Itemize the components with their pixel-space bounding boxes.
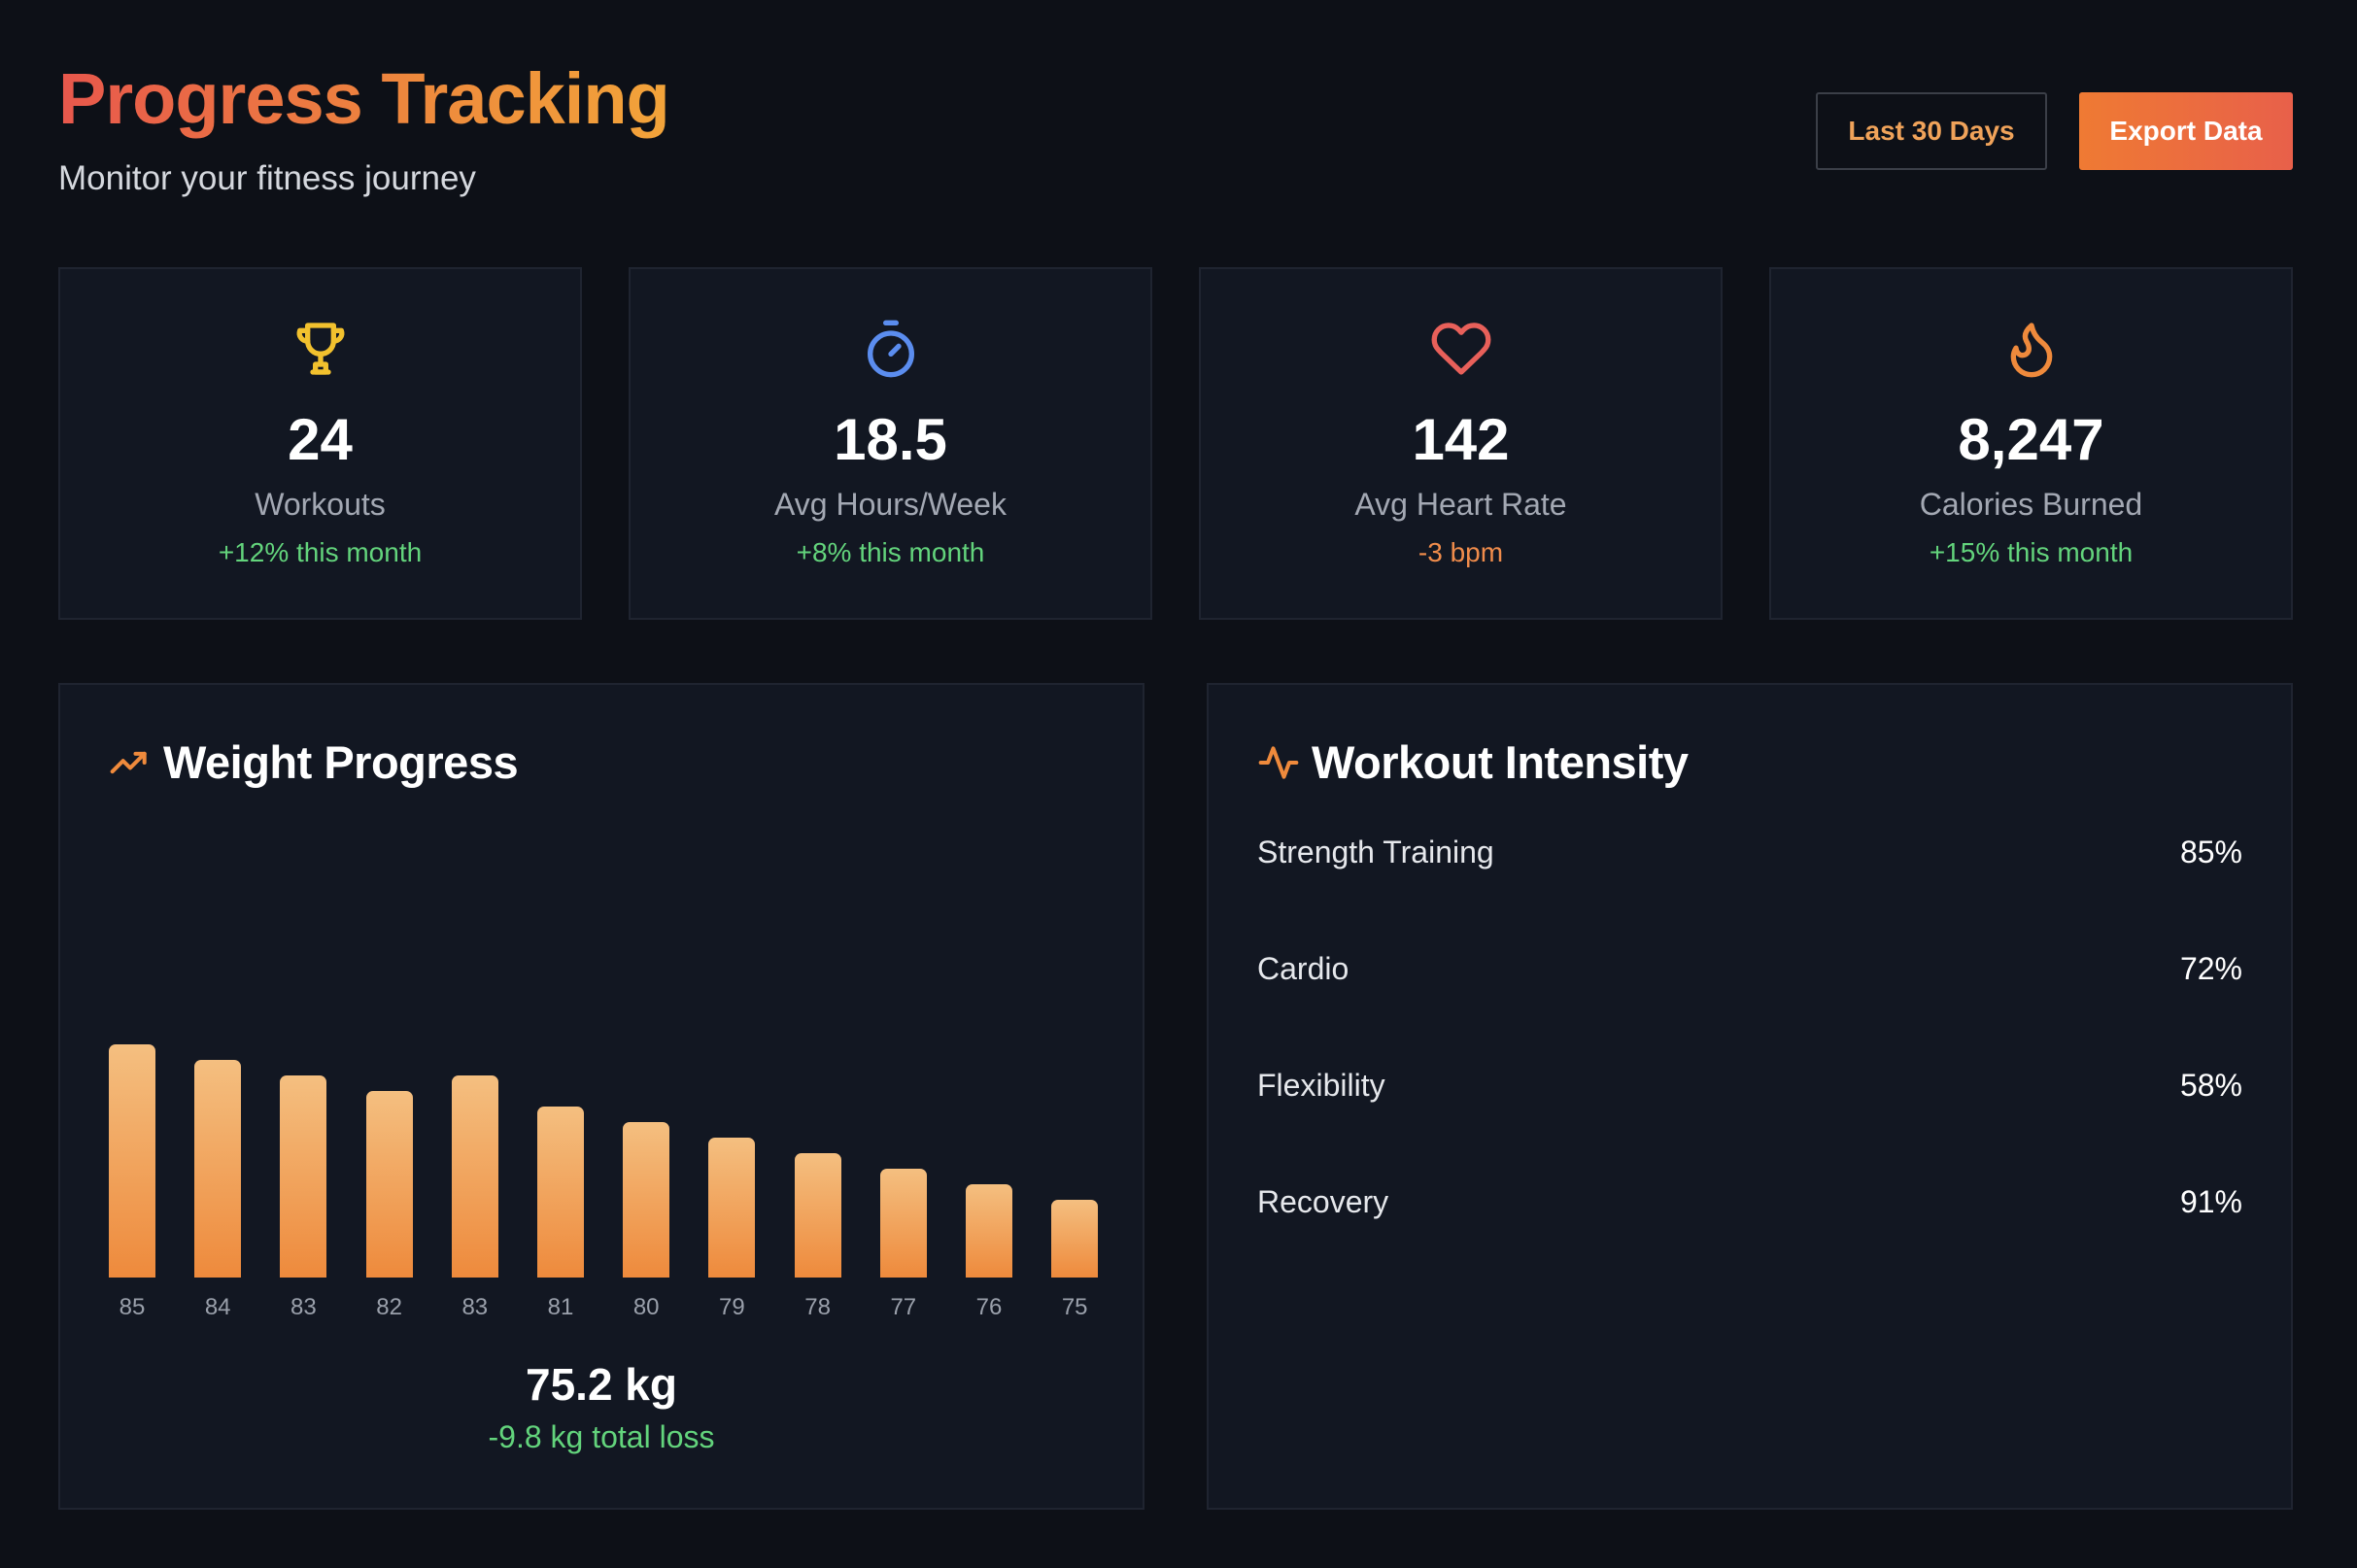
stat-value: 18.5	[834, 407, 947, 472]
export-data-button[interactable]: Export Data	[2079, 92, 2293, 170]
trophy-icon	[296, 323, 344, 375]
intensity-row-cardio: Cardio 72%	[1257, 947, 2242, 990]
weight-bar	[623, 1122, 670, 1278]
weight-bar	[966, 1184, 1012, 1278]
flame-icon	[2010, 323, 2052, 378]
weight-bar-label: 85	[119, 1294, 146, 1320]
weight-progress-panel: Weight Progress 85 84 83 82 83 81 80 79 78 77 76 75…	[58, 683, 1144, 1510]
weight-bar-label: 80	[632, 1294, 660, 1320]
weight-progress-title: Weight Progress	[163, 736, 519, 788]
weight-bar	[194, 1060, 242, 1278]
stat-card-workouts: 24 Workouts +12% this month	[58, 267, 582, 620]
stat-value: 142	[1412, 407, 1510, 472]
weight-bar-label: 75	[1061, 1294, 1088, 1320]
current-weight: 75.2 kg	[526, 1359, 677, 1410]
weight-bar-label: 81	[547, 1294, 574, 1320]
stat-card-calories: 8,247 Calories Burned +15% this month	[1769, 267, 2293, 620]
weight-bar-label: 84	[204, 1294, 231, 1320]
page-title: Progress Tracking	[58, 52, 670, 146]
weight-bar	[537, 1107, 584, 1278]
stat-change: +8% this month	[796, 537, 985, 567]
weight-bar-label: 82	[376, 1294, 402, 1320]
intensity-name: Flexibility	[1257, 1068, 1385, 1103]
weight-bar	[365, 1091, 413, 1278]
stat-label: Avg Heart Rate	[1354, 487, 1567, 522]
intensity-percent: 72%	[2179, 951, 2242, 986]
weight-bar	[879, 1169, 927, 1278]
weight-bar-label: 77	[890, 1294, 917, 1320]
weight-bar-label: 78	[804, 1294, 831, 1320]
workout-intensity-panel: Workout Intensity Strength Training 85% …	[1207, 683, 2293, 1510]
stat-label: Calories Burned	[1919, 487, 2143, 522]
intensity-percent: 58%	[2179, 1068, 2242, 1103]
stat-card-hours: 18.5 Avg Hours/Week +8% this month	[629, 267, 1152, 620]
intensity-name: Cardio	[1257, 951, 1349, 986]
intensity-row-recovery: Recovery 91%	[1257, 1180, 2242, 1223]
total-weight-loss: -9.8 kg total loss	[488, 1419, 715, 1454]
stat-label: Avg Hours/Week	[774, 487, 1007, 522]
stat-change: -3 bpm	[1418, 537, 1504, 567]
stat-change: +12% this month	[218, 537, 423, 567]
intensity-percent: 91%	[2179, 1184, 2242, 1219]
weight-bar	[794, 1153, 841, 1278]
stat-card-heart-rate: 142 Avg Heart Rate -3 bpm	[1199, 267, 1723, 620]
stat-value: 8,247	[1958, 407, 2104, 472]
workout-intensity-title: Workout Intensity	[1312, 736, 1689, 788]
stat-change: +15% this month	[1929, 537, 2134, 567]
weight-bar	[280, 1075, 327, 1278]
weight-bar	[109, 1044, 155, 1278]
date-range-button[interactable]: Last 30 Days	[1816, 92, 2047, 170]
weight-bar-chart: 85 84 83 82 83 81 80 79 78 77 76 75	[60, 685, 1143, 1508]
stat-value: 24	[288, 407, 353, 472]
stat-label: Workouts	[255, 487, 386, 522]
heart-icon	[1431, 323, 1490, 375]
stopwatch-icon	[867, 320, 914, 378]
weight-bar-label: 76	[975, 1294, 1003, 1320]
intensity-name: Recovery	[1257, 1184, 1389, 1219]
weight-bar	[451, 1075, 498, 1278]
weight-bar-label: 83	[461, 1294, 489, 1320]
weight-bar-label: 79	[719, 1294, 745, 1320]
weight-bar	[708, 1138, 756, 1278]
trending-up-icon	[110, 751, 147, 774]
intensity-percent: 85%	[2179, 835, 2242, 869]
intensity-name: Strength Training	[1257, 835, 1494, 869]
intensity-row-strength: Strength Training 85%	[1257, 831, 2242, 873]
intensity-row-flexibility: Flexibility 58%	[1257, 1064, 2242, 1107]
page-subtitle: Monitor your fitness journey	[58, 159, 476, 197]
activity-pulse-icon	[1258, 746, 1299, 779]
weight-bar-label: 83	[290, 1294, 317, 1320]
weight-bar	[1051, 1200, 1099, 1278]
